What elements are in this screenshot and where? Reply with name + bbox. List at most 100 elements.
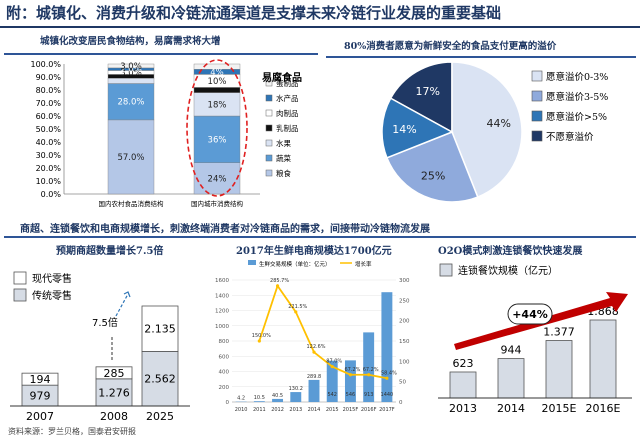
fe-bar-label: 289.8 <box>307 374 321 380</box>
fs-data-label: 24% <box>208 174 227 184</box>
o2o-growth-badge <box>507 303 553 325</box>
sm-legend-swatch <box>13 288 27 302</box>
pie-legend-label: 愿意溢价0-3% <box>546 71 608 83</box>
premium-pie-title: 80%消费者愿意为新鲜安全的食品支付更高的溢价 <box>344 41 557 52</box>
fe-y2-tick: 250 <box>399 298 410 304</box>
premium-pie-rule <box>326 56 636 58</box>
fe-bar <box>272 398 284 402</box>
fe-growth-point <box>275 284 280 288</box>
fs-legend-swatch <box>265 109 273 117</box>
o2o-data-label: 944 <box>501 344 522 357</box>
premium-pie-chart: 17% 44% 25% 14% 愿意溢价0-3% 愿意溢价3-5% 愿意溢价>5% 不愿意溢… <box>381 61 608 203</box>
fs-bar-segment <box>107 119 155 195</box>
fe-y-tick: 1400 <box>215 293 229 299</box>
fe-category-label: 2014 <box>308 407 321 413</box>
fe-category-label: 2011 <box>253 407 266 413</box>
title-rule <box>0 26 640 28</box>
o2o-bar <box>497 358 525 399</box>
sm-category-label: 2007 <box>26 410 54 423</box>
fe-growth-label: 285.7% <box>270 278 289 284</box>
supermarket-title: 预期商超数量增长7.5倍 <box>56 246 164 257</box>
fe-bar-label: 40.5 <box>272 393 283 399</box>
fe-growth-label: 67.2% <box>363 367 379 373</box>
fe-bar <box>290 392 302 402</box>
fe-bar-label: 4.2 <box>237 396 245 402</box>
fs-data-label: 36% <box>208 135 227 145</box>
fs-legend-label: 蛋制品 <box>276 78 299 88</box>
fe-category-label: 2010 <box>235 407 248 413</box>
fs-legend-swatch <box>265 139 273 147</box>
fe-bar <box>381 292 393 402</box>
fe-growth-label: 221.5% <box>288 304 307 310</box>
fe-y-tick: 1000 <box>215 324 229 330</box>
pie-legend-swatch <box>531 130 543 142</box>
food-structure-title: 城镇化改变居民食物结构，易腐需求将大增 <box>40 36 221 47</box>
o2o-title: O2O模式刺激连锁餐饮快速发展 <box>438 246 583 257</box>
sm-data-label: 979 <box>30 390 51 403</box>
perishable-highlight-ellipse <box>186 59 248 197</box>
sm-trend-arrow <box>115 293 129 317</box>
fe-y2-tick: 0 <box>399 400 403 406</box>
fe-growth-label: 67.2% <box>344 367 360 373</box>
sm-bar-segment <box>141 351 179 407</box>
pie-data-label: 44% <box>487 117 511 130</box>
fs-y-tick: 70.0% <box>36 99 62 108</box>
fe-bar <box>326 360 338 402</box>
pie-legend-swatch <box>531 90 543 102</box>
fe-growth-label: 58.4% <box>381 370 397 376</box>
o2o-bar <box>449 371 477 399</box>
food-structure-chart: 0.0% 10.0% 20.0% 30.0% 40.0% 50.0% 60.0% 70.0% 8… <box>30 59 302 208</box>
fe-legend-swatch-bar <box>248 260 256 265</box>
fs-y-tick: 0.0% <box>41 190 62 199</box>
fs-legend-label: 乳制品 <box>276 123 299 133</box>
fs-y-tick: 90.0% <box>36 73 62 82</box>
o2o-bar <box>589 319 617 399</box>
pie-slice <box>389 61 453 134</box>
fs-bar-segment <box>193 115 241 163</box>
pie-data-label: 14% <box>392 123 416 136</box>
fe-legend-label: 增长率 <box>355 260 372 268</box>
page-title: 附：城镇化、消费升级和冷链流通渠道是支撑未来冷链行业发展的重要基础 <box>6 4 502 22</box>
fe-category-label: 2015F <box>343 407 359 413</box>
o2o-growth-annotation: +44% <box>512 308 548 321</box>
o2o-category-label: 2013 <box>449 402 477 415</box>
fe-growth-point <box>330 365 334 369</box>
sm-bar-segment <box>95 366 133 380</box>
fe-category-label: 2017F <box>379 407 395 413</box>
fe-category-label: 2013 <box>289 407 302 413</box>
o2o-category-label: 2014 <box>497 402 525 415</box>
pie-legend-label: 不愿意溢价 <box>546 131 594 143</box>
fe-y-tick: 0 <box>226 400 230 406</box>
fe-bar <box>253 401 265 402</box>
fe-growth-label: 150.0% <box>252 333 271 339</box>
fe-growth-point <box>385 376 389 380</box>
pie-legend-label: 愿意溢价3-5% <box>546 91 608 103</box>
fresh-ecommerce-title: 2017年生鲜电商规模达1700亿元 <box>236 246 392 257</box>
fe-growth-label: 87.0% <box>326 359 342 365</box>
fe-growth-point <box>312 350 316 354</box>
o2o-data-label: 623 <box>453 357 474 370</box>
fe-bar-label: 1440 <box>381 392 394 398</box>
fs-y-tick: 80.0% <box>36 86 62 95</box>
fe-bar <box>344 360 356 402</box>
fe-y2-tick: 50 <box>399 380 406 386</box>
fs-bar-segment <box>107 63 155 69</box>
fe-category-label: 2012 <box>271 407 284 413</box>
fe-growth-line <box>258 283 388 380</box>
fe-growth-point <box>257 339 261 343</box>
pie-legend-swatch <box>531 110 543 122</box>
fe-category-label: 2015 <box>326 407 339 413</box>
fe-bar-label: 130.2 <box>289 386 303 392</box>
fe-y2-tick: 300 <box>399 278 410 284</box>
fs-bar-segment <box>193 87 241 93</box>
fs-data-label: 57.0% <box>117 153 144 163</box>
section-title: 商超、连锁餐饮和电商规模增长，刺激终端消费者对冷链商品的需求，间接带动冷链物流发… <box>20 224 430 235</box>
sm-legend-swatch <box>13 271 27 285</box>
sm-bar-segment <box>141 305 179 352</box>
sm-bar-segment <box>95 378 133 407</box>
fe-y2-tick: 200 <box>399 319 410 325</box>
pie-data-label: 17% <box>416 85 440 98</box>
fs-legend-label: 水果 <box>276 138 291 148</box>
o2o-legend-swatch <box>439 263 453 277</box>
fs-y-tick: 10.0% <box>36 177 62 186</box>
